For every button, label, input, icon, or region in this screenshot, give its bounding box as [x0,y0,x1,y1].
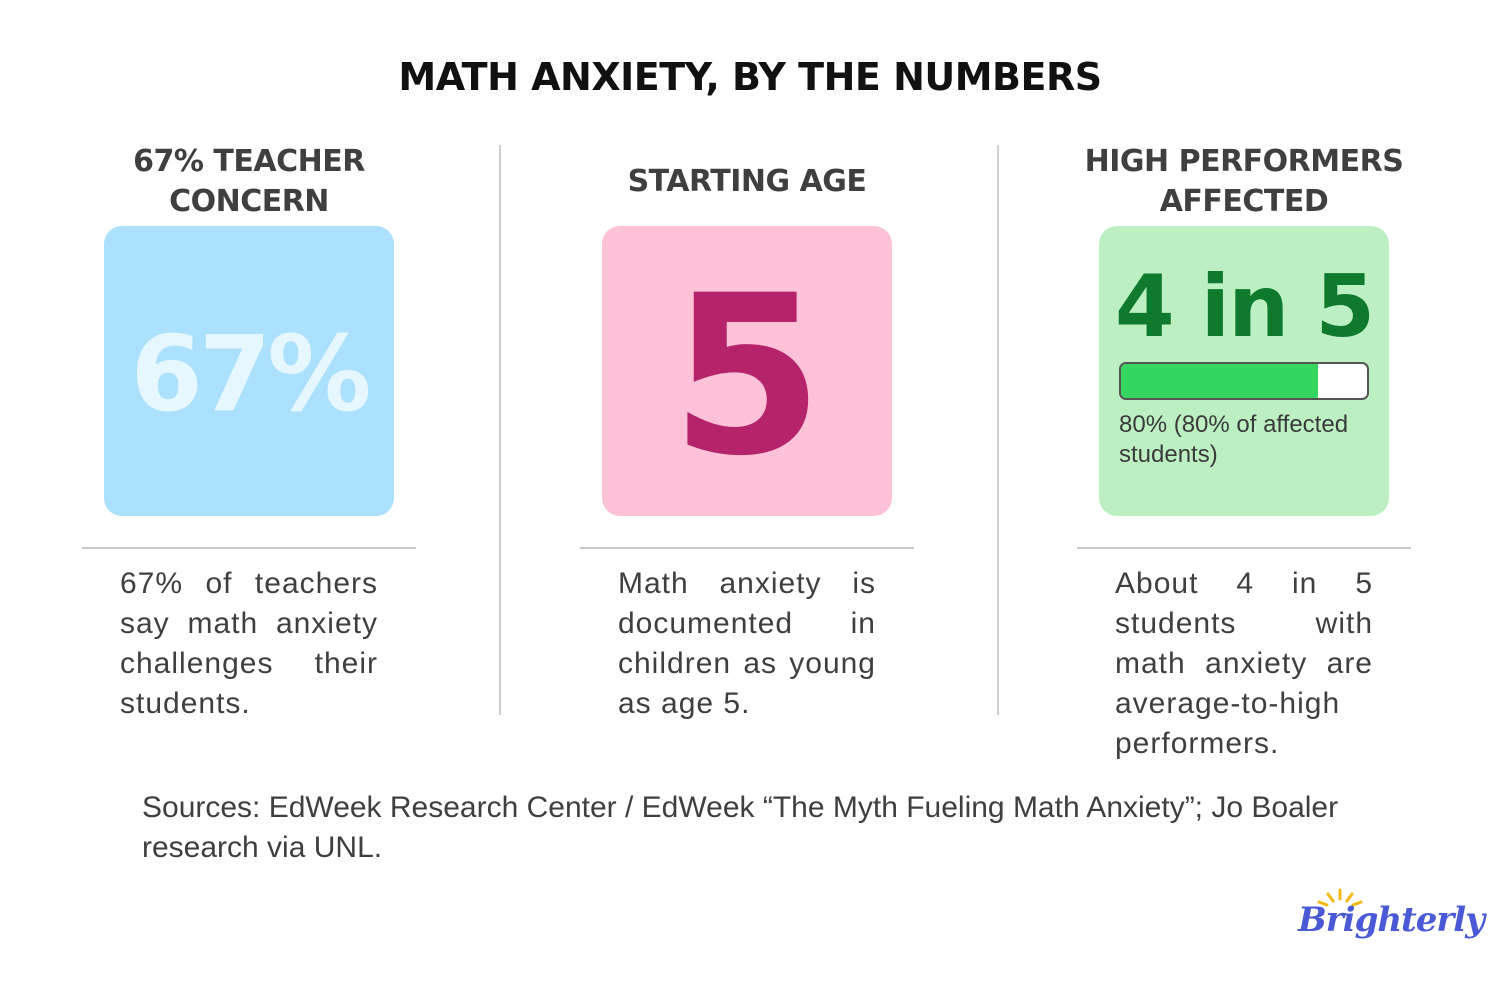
stat-card: 4 in 5 80% (80% of affected students) [1099,226,1389,516]
stat-heading: HIGH PERFORMERS AFFECTED [1084,144,1404,219]
stat-heading: STARTING AGE [627,164,867,199]
stat-column-high-performers: HIGH PERFORMERS AFFECTED 4 in 5 80% (80%… [1077,140,1411,760]
stat-value: 67% [130,313,372,435]
stat-column-starting-age: STARTING AGE 5 Math anxiety is documente… [580,140,914,720]
progress-bar [1119,362,1369,400]
sources-note: Sources: EdWeek Research Center / EdWeek… [142,791,1339,864]
stat-heading: 67% TEACHER CONCERN [133,144,365,219]
stat-description: About 4 in 5 students with math anxiety … [1115,567,1373,760]
stat-card: 5 [602,226,892,516]
brighterly-logo: Brighterly [1298,888,1485,952]
divider-line [1077,547,1411,549]
stat-description: 67% of teachers say math anxiety challen… [120,567,378,720]
divider-line [580,547,914,549]
sun-rays-icon [1317,888,1363,907]
progress-bar-fill [1121,364,1318,398]
logo-text: Brighterly [1298,900,1485,940]
page-title: MATH ANXIETY, BY THE NUMBERS [398,55,1102,99]
progress-caption: 80% (80% of affected students) [1119,411,1349,468]
stat-description: Math anxiety is documented in children a… [618,567,876,720]
column-divider [499,145,501,715]
stat-column-teacher-concern: 67% TEACHER CONCERN 67% 67% of teachers … [82,140,416,720]
stat-card: 67% [104,226,394,516]
column-divider [997,145,999,715]
stat-value: 5 [670,248,824,504]
stat-value: 4 in 5 [1114,257,1375,357]
divider-line [82,547,416,549]
